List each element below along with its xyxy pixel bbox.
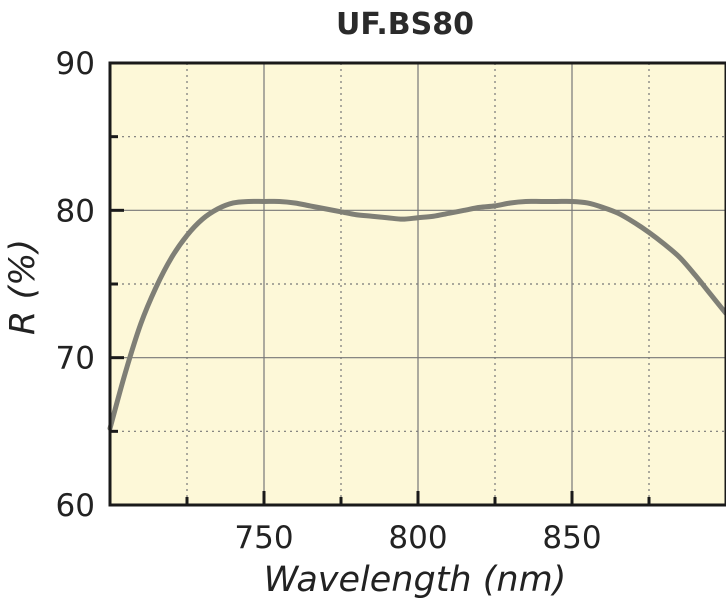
y-tick-label: 90 — [56, 46, 95, 82]
y-axis-label: R (%) — [3, 239, 43, 335]
x-axis-label: Wavelength (nm) — [264, 560, 567, 600]
tick-marks — [110, 61, 651, 507]
reflectance-series-line — [107, 198, 726, 431]
tick-labels: 750 800 850 60 70 80 90 — [56, 46, 602, 556]
y-tick-label: 60 — [56, 488, 95, 524]
x-tick-label: 750 — [234, 520, 293, 556]
y-tick-label: 70 — [56, 341, 95, 377]
y-tick-label: 80 — [56, 193, 95, 229]
data-series — [107, 198, 726, 431]
chart-title: UF.BS80 — [336, 7, 474, 42]
x-tick-label: 850 — [542, 520, 601, 556]
x-tick-label: 800 — [388, 520, 447, 556]
